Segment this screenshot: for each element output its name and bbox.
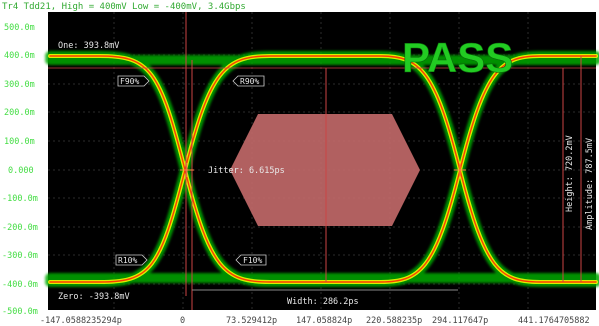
height-label: Height: 720.2mV	[565, 135, 575, 212]
pass-indicator: PASS	[402, 34, 513, 81]
y-tick-label: -500.0m	[2, 307, 38, 317]
marker-r10: R10%	[115, 254, 148, 266]
y-tick-label: 500.0m	[4, 23, 35, 33]
marker-f90: F90%	[117, 75, 150, 87]
x-tick-label: 73.529412p	[226, 316, 277, 326]
header-title: Tr4 Tdd21, High = 400mV Low = -400mV, 3.…	[2, 2, 246, 12]
svg-text:R90%: R90%	[240, 77, 259, 86]
svg-text:R10%: R10%	[118, 256, 137, 265]
jitter-label: Jitter: 6.615ps	[208, 166, 285, 176]
marker-r90: R90%	[232, 75, 265, 87]
x-tick-label: -147.0588235294p	[40, 316, 122, 326]
svg-text:F10%: F10%	[243, 256, 262, 265]
y-tick-label: 100.0m	[4, 137, 35, 147]
measurement-cursors	[48, 12, 596, 310]
x-tick-label: 441.1764705882	[518, 316, 590, 326]
x-tick-label: 294.117647p	[432, 316, 488, 326]
marker-f10: F10%	[235, 254, 267, 266]
y-tick-label: 300.0m	[4, 80, 35, 90]
svg-text:F90%: F90%	[120, 77, 139, 86]
y-tick-label: 400.0m	[4, 51, 35, 61]
y-tick-label: 200.0m	[4, 108, 35, 118]
x-axis-labels: -147.0588235294p 0 73.529412p 147.058824…	[40, 316, 590, 326]
zero-level-label: Zero: -393.8mV	[58, 292, 130, 302]
y-tick-label: 0.000	[8, 166, 34, 176]
y-axis-labels: 500.0m 400.0m 300.0m 200.0m 100.0m 0.000…	[2, 23, 38, 317]
x-tick-label: 220.588235p	[366, 316, 422, 326]
x-tick-label: 0	[180, 316, 185, 326]
amplitude-label: Amplitude: 787.5mV	[585, 138, 595, 230]
eye-mask	[230, 114, 420, 226]
crossing-markers	[180, 163, 466, 177]
y-tick-label: -200.0m	[2, 223, 38, 233]
x-tick-label: 147.058824p	[296, 316, 352, 326]
width-label: Width: 286.2ps	[287, 297, 359, 307]
y-tick-label: -100.0m	[2, 194, 38, 204]
y-tick-label: -300.0m	[2, 251, 38, 261]
one-level-label: One: 393.8mV	[58, 41, 119, 51]
y-tick-label: -400.0m	[2, 280, 38, 290]
eye-traces	[45, 51, 599, 287]
